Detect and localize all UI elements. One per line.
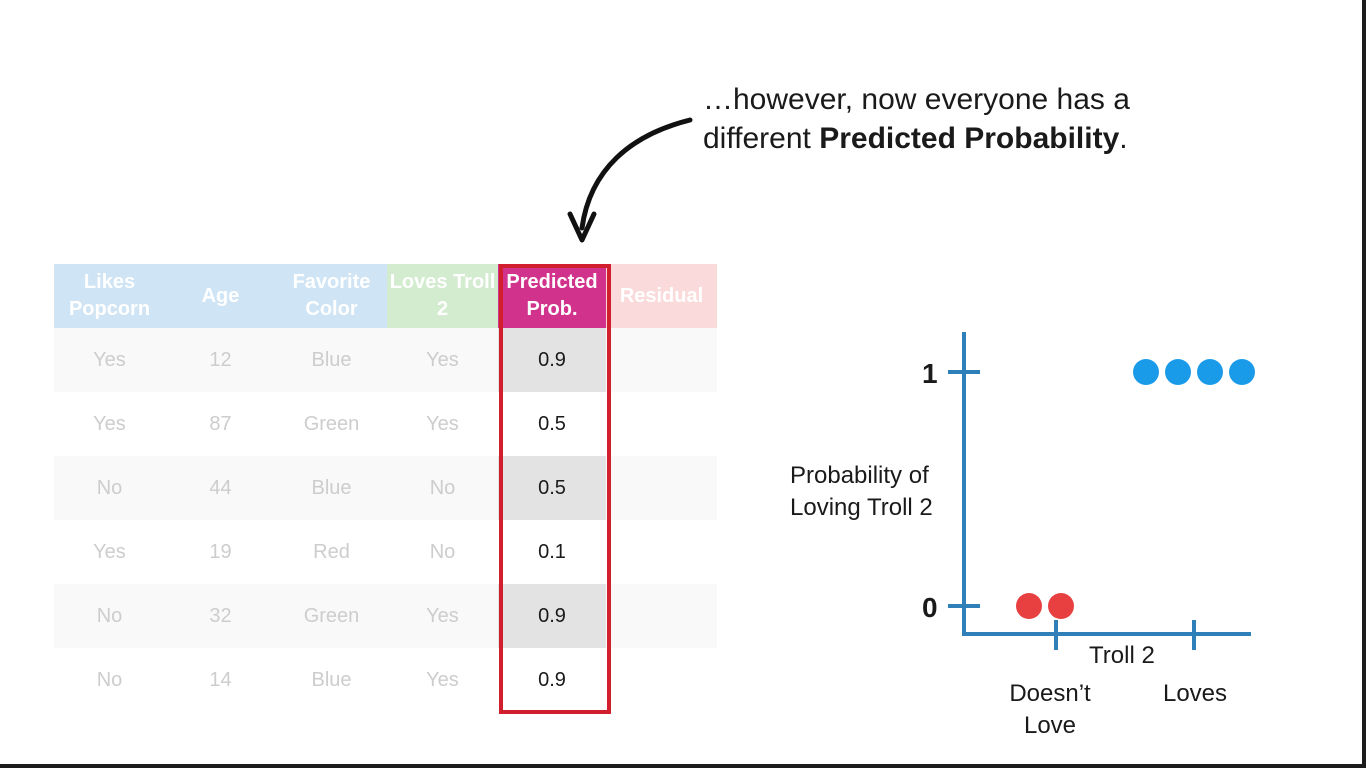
cell-loves-troll-2: Yes: [387, 584, 498, 648]
y-axis-label: Probability of Loving Troll 2: [790, 462, 933, 521]
cell-age: 19: [165, 520, 276, 584]
cell-loves-troll-2: Yes: [387, 648, 498, 712]
cell-residual: [606, 456, 717, 520]
cell-residual: [606, 648, 717, 712]
data-table: Likes Popcorn Age Favorite Color Loves T…: [54, 264, 717, 712]
cell-age: 32: [165, 584, 276, 648]
cell-predicted-prob: 0.9: [498, 328, 606, 392]
x-category-loves: Loves: [1162, 680, 1228, 707]
data-point: [1197, 359, 1223, 385]
cell-likes-popcorn: No: [54, 584, 165, 648]
header-likes-popcorn: Likes Popcorn: [54, 264, 165, 328]
header-predicted-prob: Predicted Prob.: [498, 264, 606, 328]
table-row: No 44 Blue No 0.5: [54, 456, 717, 520]
cell-likes-popcorn: No: [54, 648, 165, 712]
data-point: [1229, 359, 1255, 385]
table-row: No 32 Green Yes 0.9: [54, 584, 717, 648]
right-edge-bar: [1362, 0, 1366, 768]
data-point: [1165, 359, 1191, 385]
header-favorite-color: Favorite Color: [276, 264, 387, 328]
cell-favorite-color: Blue: [276, 648, 387, 712]
caption-line-2-prefix: different: [703, 122, 820, 155]
header-residual: Residual: [606, 264, 717, 328]
cell-favorite-color: Red: [276, 520, 387, 584]
cell-predicted-prob: 0.9: [498, 584, 606, 648]
cell-residual: [606, 392, 717, 456]
cell-age: 44: [165, 456, 276, 520]
cell-residual: [606, 520, 717, 584]
cell-loves-troll-2: No: [387, 520, 498, 584]
caption-line-2-bold: Predicted Probability: [819, 122, 1120, 155]
data-point: [1048, 593, 1074, 619]
cell-favorite-color: Blue: [276, 456, 387, 520]
cell-likes-popcorn: Yes: [54, 328, 165, 392]
cell-predicted-prob: 0.9: [498, 648, 606, 712]
cell-age: 87: [165, 392, 276, 456]
table-row: Yes 87 Green Yes 0.5: [54, 392, 717, 456]
x-category-doesnt-love: Doesn’t Love: [1009, 680, 1091, 739]
predicted-prob-highlight-box: [499, 264, 611, 714]
cell-favorite-color: Blue: [276, 328, 387, 392]
cell-predicted-prob: 0.5: [498, 456, 606, 520]
header-loves-troll-2: Loves Troll 2: [387, 264, 498, 328]
scatter-plot: [948, 332, 1255, 650]
caption-line-1: …however, now everyone has a: [703, 83, 1130, 116]
cell-loves-troll-2: No: [387, 456, 498, 520]
data-point: [1133, 359, 1159, 385]
caption-line-2-suffix: .: [1119, 122, 1128, 155]
cell-likes-popcorn: Yes: [54, 392, 165, 456]
cell-predicted-prob: 0.5: [498, 392, 606, 456]
caption-text: …however, now everyone has a different P…: [703, 80, 1263, 158]
table-row: No 14 Blue Yes 0.9: [54, 648, 717, 712]
cell-loves-troll-2: Yes: [387, 328, 498, 392]
curved-arrow-icon: [567, 117, 693, 243]
table-row: Yes 19 Red No 0.1: [54, 520, 717, 584]
y-tick-label-0: 0: [922, 592, 938, 623]
cell-likes-popcorn: Yes: [54, 520, 165, 584]
table-row: Yes 12 Blue Yes 0.9: [54, 328, 717, 392]
cell-residual: [606, 584, 717, 648]
cell-predicted-prob: 0.1: [498, 520, 606, 584]
bottom-edge-bar: [0, 764, 1366, 768]
cell-loves-troll-2: Yes: [387, 392, 498, 456]
cell-age: 12: [165, 328, 276, 392]
cell-age: 14: [165, 648, 276, 712]
header-age: Age: [165, 264, 276, 328]
table-header-row: Likes Popcorn Age Favorite Color Loves T…: [54, 264, 717, 328]
y-tick-label-1: 1: [922, 358, 938, 389]
data-point: [1016, 593, 1042, 619]
cell-favorite-color: Green: [276, 584, 387, 648]
x-axis-label: Troll 2: [1089, 642, 1155, 669]
cell-favorite-color: Green: [276, 392, 387, 456]
cell-residual: [606, 328, 717, 392]
cell-likes-popcorn: No: [54, 456, 165, 520]
